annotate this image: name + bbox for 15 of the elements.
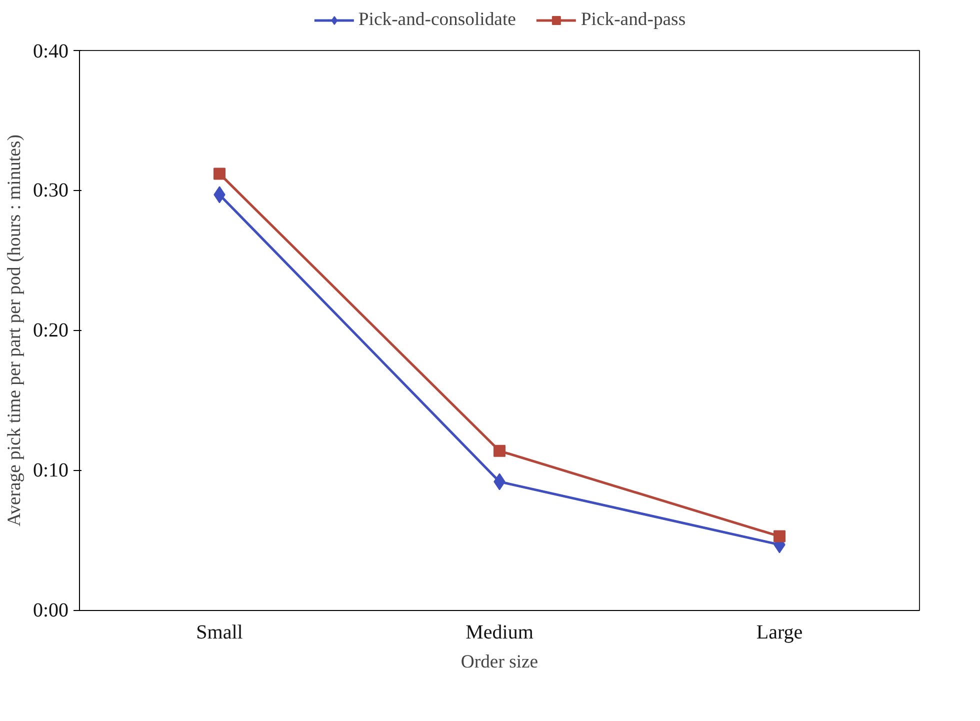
x-tick-label: Small: [196, 622, 244, 644]
x-tick-label: Medium: [466, 622, 534, 644]
point: [494, 444, 506, 457]
y-tick-label: 0:30: [32, 180, 69, 202]
point: [774, 530, 786, 542]
y-axis-title: Average pick time per part per pod (hours : minutes): [4, 134, 25, 526]
y-tick-label: 0:20: [32, 320, 69, 342]
legend-label: Pick-and-consolidate: [358, 9, 516, 31]
y-tick-label: 0:00: [32, 600, 69, 622]
x-axis-title: Order size: [460, 652, 538, 672]
y-tick-label: 0:10: [32, 460, 69, 482]
point: [214, 168, 226, 180]
x-tick-label: Large: [756, 622, 803, 644]
legend-label: Pick-and-pass: [580, 9, 686, 31]
y-tick-label: 0:40: [32, 40, 69, 62]
